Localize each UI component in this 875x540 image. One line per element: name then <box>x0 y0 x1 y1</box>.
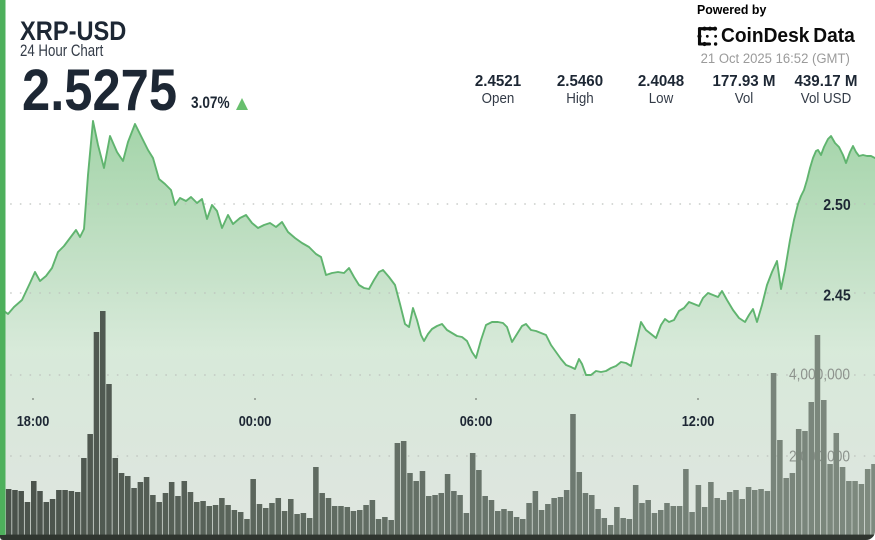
svg-text:2.50: 2.50 <box>823 197 851 214</box>
svg-text:2.45: 2.45 <box>823 288 851 305</box>
